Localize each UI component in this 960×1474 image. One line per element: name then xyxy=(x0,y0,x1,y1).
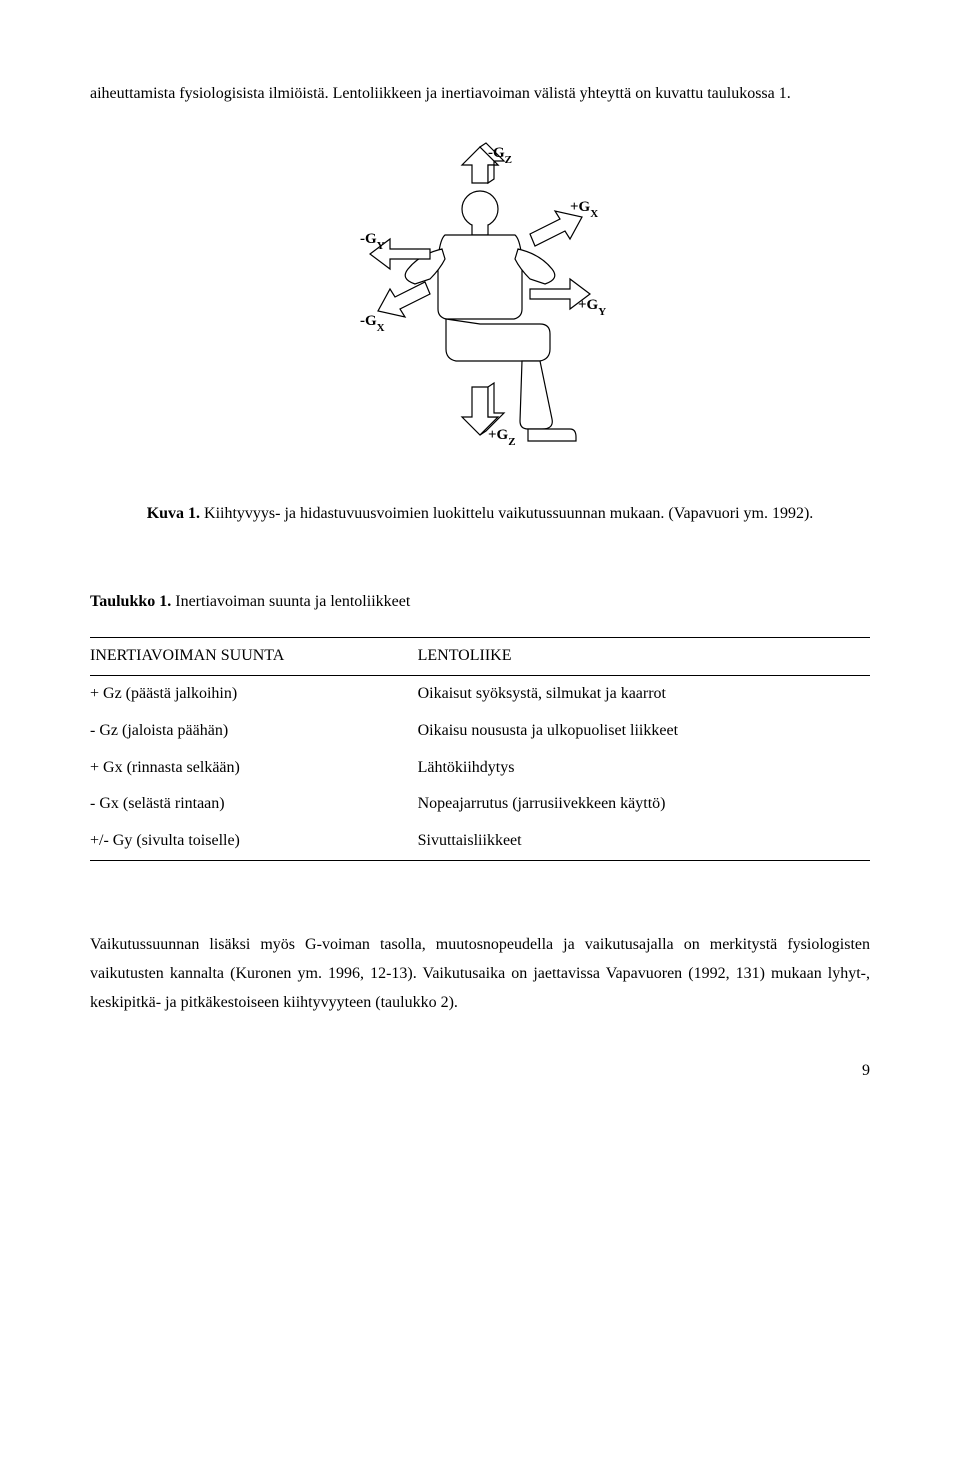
table-header-0: INERTIAVOIMAN SUUNTA xyxy=(90,638,418,676)
figure-caption-text: Kiihtyvyys- ja hidastuvuusvoimien luokit… xyxy=(200,505,813,522)
intro-paragraph: aiheuttamista fysiologisista ilmiöistä. … xyxy=(90,80,870,109)
page-number: 9 xyxy=(90,1057,870,1086)
table-cell: Nopeajarrutus (jarrusiivekkeen käyttö) xyxy=(418,786,870,823)
figure-caption: Kuva 1. Kiihtyvyys- ja hidastuvuusvoimie… xyxy=(90,500,870,529)
table-cell: + Gz (päästä jalkoihin) xyxy=(90,675,418,712)
table-1: INERTIAVOIMAN SUUNTA LENTOLIIKE + Gz (pä… xyxy=(90,637,870,861)
figure-caption-bold: Kuva 1. xyxy=(147,505,200,522)
table-row: +/- Gy (sivulta toiselle) Sivuttaisliikk… xyxy=(90,823,870,860)
svg-text:+GY: +GY xyxy=(578,297,606,318)
table-row: + Gx (rinnasta selkään) Lähtökiihdytys xyxy=(90,750,870,787)
svg-text:-GX: -GX xyxy=(360,313,385,334)
table-cell: - Gz (jaloista päähän) xyxy=(90,713,418,750)
svg-text:+GZ: +GZ xyxy=(488,427,516,448)
table-title: Taulukko 1. Inertiavoiman suunta ja lent… xyxy=(90,588,870,617)
table-cell: Oikaisu noususta ja ulkopuoliset liikkee… xyxy=(418,713,870,750)
table-row: + Gz (päästä jalkoihin) Oikaisut syöksys… xyxy=(90,675,870,712)
table-row: - Gx (selästä rintaan) Nopeajarrutus (ja… xyxy=(90,786,870,823)
table-cell: Lähtökiihdytys xyxy=(418,750,870,787)
table-row: - Gz (jaloista päähän) Oikaisu noususta … xyxy=(90,713,870,750)
table-header-1: LENTOLIIKE xyxy=(418,638,870,676)
table-cell: Oikaisut syöksystä, silmukat ja kaarrot xyxy=(418,675,870,712)
body-paragraph: Vaikutussuunnan lisäksi myös G-voiman ta… xyxy=(90,931,870,1017)
svg-text:-GY: -GY xyxy=(360,231,385,252)
table-cell: - Gx (selästä rintaan) xyxy=(90,786,418,823)
table-header-row: INERTIAVOIMAN SUUNTA LENTOLIIKE xyxy=(90,638,870,676)
table-cell: +/- Gy (sivulta toiselle) xyxy=(90,823,418,860)
table-title-text: Inertiavoiman suunta ja lentoliikkeet xyxy=(171,593,410,610)
table-cell: + Gx (rinnasta selkään) xyxy=(90,750,418,787)
table-cell: Sivuttaisliikkeet xyxy=(418,823,870,860)
figure-1: -GZ +GX +GY -GY -GX +GZ xyxy=(90,139,870,470)
table-title-bold: Taulukko 1. xyxy=(90,593,171,610)
